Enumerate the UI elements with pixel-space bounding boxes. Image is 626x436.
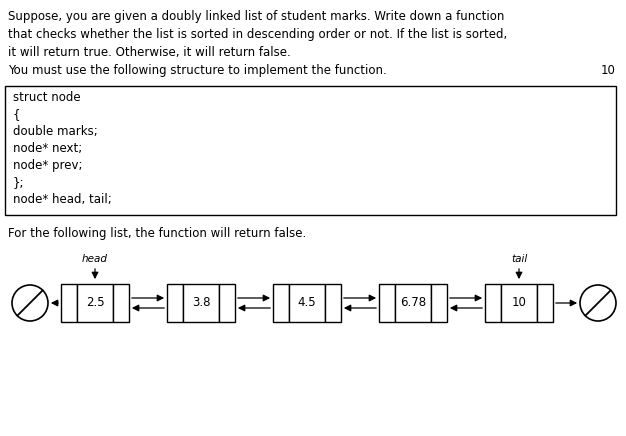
Bar [219,284,235,322]
Bar [5,86,616,215]
Bar [485,284,501,322]
Text: tail: tail [511,254,527,264]
Text: {: { [13,108,21,121]
Text: head: head [82,254,108,264]
Circle shape [580,285,616,321]
Bar [431,284,447,322]
Text: node* prev;: node* prev; [13,159,83,172]
Text: Suppose, you are given a doubly linked list of student marks. Write down a funct: Suppose, you are given a doubly linked l… [8,10,505,23]
Text: 10: 10 [511,296,526,310]
Text: For the following list, the function will return false.: For the following list, the function wil… [8,227,306,240]
Text: 4.5: 4.5 [298,296,316,310]
Text: };: }; [13,176,24,189]
Bar [61,284,77,322]
Bar [325,284,341,322]
Bar [379,284,395,322]
Text: struct node: struct node [13,91,81,104]
Text: You must use the following structure to implement the function.: You must use the following structure to … [8,64,387,77]
Bar [183,284,219,322]
Bar [289,284,325,322]
Bar [395,284,431,322]
Text: double marks;: double marks; [13,125,98,138]
Text: it will return true. Otherwise, it will return false.: it will return true. Otherwise, it will … [8,46,290,59]
Text: 10: 10 [601,64,616,77]
Bar [273,284,289,322]
Text: node* next;: node* next; [13,142,82,155]
Text: 6.78: 6.78 [400,296,426,310]
Circle shape [12,285,48,321]
Bar [113,284,129,322]
Bar [167,284,183,322]
Bar [501,284,537,322]
Bar [77,284,113,322]
Text: 3.8: 3.8 [192,296,210,310]
Bar [537,284,553,322]
Text: node* head, tail;: node* head, tail; [13,193,112,206]
Text: 2.5: 2.5 [86,296,105,310]
Text: that checks whether the list is sorted in descending order or not. If the list i: that checks whether the list is sorted i… [8,28,507,41]
